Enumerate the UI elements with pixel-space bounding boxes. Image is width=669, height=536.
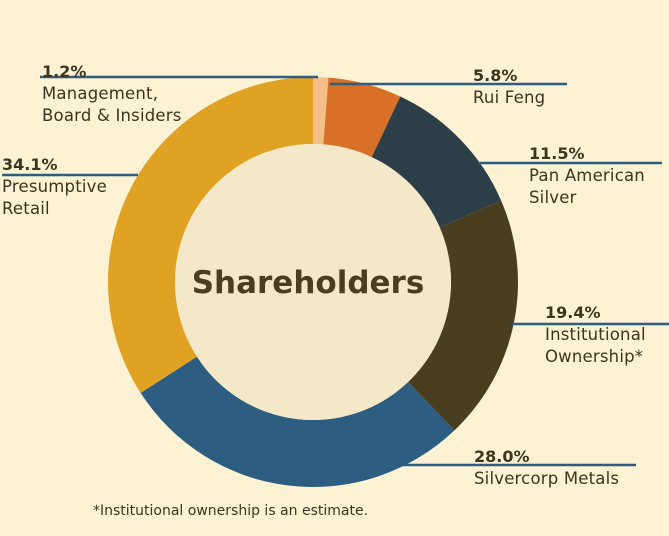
pct-management: 1.2%	[42, 62, 87, 81]
pct-pan-american: 11.5%	[529, 144, 585, 163]
footnote: *Institutional ownership is an estimate.	[93, 503, 369, 519]
label-management: 1.2% Management, Board & Insiders	[42, 61, 182, 127]
label-retail: 34.1% Presumptive Retail	[2, 154, 107, 220]
label-institutional: 19.4% Institutional Ownership*	[545, 302, 646, 368]
label-silvercorp: 28.0% Silvercorp Metals	[474, 446, 619, 490]
slice-0	[313, 77, 329, 145]
name-pan-american: Pan American Silver	[529, 166, 645, 207]
name-rui-feng: Rui Feng	[473, 88, 546, 107]
slice-4	[140, 356, 455, 488]
slice-1	[323, 77, 401, 158]
donut-center	[175, 144, 451, 420]
name-institutional: Institutional Ownership*	[545, 325, 646, 366]
slice-2	[371, 96, 502, 228]
slice-3	[408, 200, 519, 431]
label-rui-feng: 5.8% Rui Feng	[473, 65, 545, 109]
chart-title: Shareholders	[192, 265, 425, 301]
name-silvercorp: Silvercorp Metals	[474, 469, 620, 488]
name-retail: Presumptive Retail	[2, 177, 108, 218]
name-management: Management, Board & Insiders	[42, 84, 182, 125]
slice-5	[107, 77, 313, 393]
pct-retail: 34.1%	[2, 155, 58, 174]
label-pan-american: 11.5% Pan American Silver	[529, 143, 645, 209]
pct-institutional: 19.4%	[545, 303, 601, 322]
pct-rui-feng: 5.8%	[473, 66, 518, 85]
pct-silvercorp: 28.0%	[474, 447, 530, 466]
